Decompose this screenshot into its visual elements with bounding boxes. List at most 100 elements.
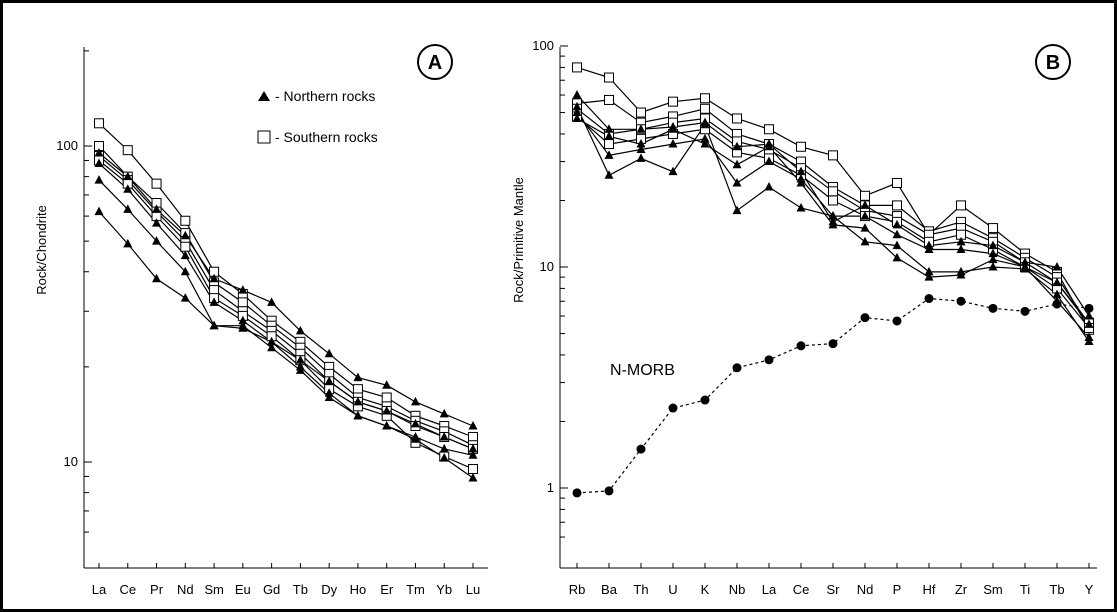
panel-a-triangle-point: [123, 184, 133, 193]
panel-b-x-tick-label: Th: [633, 582, 648, 597]
panel-b-y-tick-label: 10: [540, 259, 554, 274]
panel-a-triangle-point: [94, 158, 104, 168]
panel-a-x-tick-label: Tb: [293, 582, 308, 597]
panel-a-triangle-point: [94, 175, 104, 184]
panel-b-square-point: [828, 195, 838, 206]
panel-a-square-point: [468, 431, 478, 442]
panel-b-triangle-point: [732, 141, 742, 151]
panel-b-y-axis-title: Rock/Primitive Mantle: [511, 177, 526, 303]
panel-a-triangle-point: [123, 171, 133, 181]
panel-b-triangle-point: [700, 133, 710, 143]
panel-b-circle-point: [988, 303, 998, 313]
panel-a-triangle-point: [382, 380, 392, 389]
panel-a-triangle-point: [238, 285, 248, 294]
panel-b-triangle-point: [988, 262, 998, 271]
panel-a-triangle-point: [152, 236, 162, 245]
panel-b-triangle-point: [604, 131, 614, 140]
panel-a-x-tick-label: Ho: [350, 582, 367, 597]
panel-b-series-line-4: [576, 94, 1090, 317]
panel-a-triangle-point: [238, 315, 248, 325]
panel-b-square-point: [732, 113, 742, 124]
panel-b-x-tick-label: Nd: [857, 582, 874, 597]
panel-b-triangle-point: [668, 124, 678, 133]
panel-b-triangle-point: [1084, 319, 1094, 328]
legend-northern-label: - Northern rocks: [275, 88, 375, 104]
panel-b-square-point: [700, 93, 710, 104]
panel-b-circle-point: [700, 395, 710, 405]
panel-a-triangle-point: [209, 297, 219, 306]
panel-a-x-tick-label: La: [92, 582, 107, 597]
panel-a-triangle-point: [123, 204, 133, 213]
panel-a-triangle-point: [238, 323, 248, 332]
panel-a-x-tick-label: Gd: [263, 582, 280, 597]
panel-a-square-point: [352, 384, 363, 395]
panel-b-x-tick-label: Sm: [983, 582, 1003, 597]
panel-b-square-point: [892, 177, 902, 188]
panel-b-series-line-8: [576, 297, 1090, 494]
panel-a-markers: [94, 118, 478, 482]
panel-b-x-tick-label: Ce: [793, 582, 810, 597]
panel-b-x-tick-label: Hf: [923, 582, 936, 597]
panel-a-square-point: [381, 392, 392, 403]
panel-a-y-axis-title: Rock/Chondrite: [34, 205, 49, 295]
panel-a-x-tick-label: Sm: [204, 582, 224, 597]
panel-b-label: B: [1046, 52, 1060, 74]
panel-a-triangle-point: [410, 396, 420, 406]
panel-b-triangle-point: [668, 166, 678, 176]
panel-b-triangle-point: [828, 219, 838, 229]
panel-b-triangle-point: [636, 139, 646, 148]
panel-a-triangle-point: [353, 396, 363, 406]
panel-a-triangle-point: [123, 238, 133, 248]
panel-b-markers: [572, 62, 1094, 498]
panel-b-square-point: [956, 200, 966, 211]
panel-a-triangle-point: [94, 206, 104, 216]
panel-b-triangle-point: [1052, 262, 1062, 271]
panel-a-x-tick-label: Ce: [119, 582, 136, 597]
panel-a-series-line-4: [98, 152, 474, 427]
panel-b-x-tick-label: Rb: [569, 582, 586, 597]
panel-a-x-tick-label: Lu: [466, 582, 480, 597]
panel-a-triangle-point: [324, 348, 334, 358]
panel-b-x-tick-label: K: [701, 582, 710, 597]
panel-a-x-tick-label: Eu: [235, 582, 251, 597]
panel-b-triangle-point: [924, 272, 934, 281]
panel-a-label: A: [428, 52, 442, 74]
panel-b-triangle-point: [956, 244, 966, 254]
panel-b-triangle-point: [956, 270, 966, 279]
panel-a-label-circle: [417, 44, 453, 80]
panel-b-square-point: [636, 107, 646, 118]
panel-a-x-tick-label: Er: [380, 582, 394, 597]
panel-a-triangle-point: [267, 336, 277, 346]
panel-b-triangle-point: [700, 139, 710, 148]
legend-northern-marker: [258, 91, 270, 101]
panel-a-triangle-point: [410, 418, 420, 428]
panel-b-x-tick-label: Ti: [1020, 582, 1030, 597]
panel-b-circle-point: [1052, 299, 1062, 309]
panel-b-square-point: [860, 190, 870, 201]
panel-a-triangle-point: [180, 230, 190, 240]
panel-b-circle-point: [636, 444, 646, 454]
panel-b-triangle-point: [636, 124, 646, 133]
panel-b-x-tick-label: Ba: [601, 582, 618, 597]
panel-b-square-point: [604, 94, 614, 105]
panel-b-triangle-point: [860, 223, 870, 232]
panel-b-triangle-point: [828, 211, 838, 220]
panel-b-x-tick-label: Nb: [729, 582, 746, 597]
panel-b-triangle-point: [892, 219, 902, 229]
panel-a-triangle-point: [439, 443, 449, 453]
panel-b-triangle-point: [860, 236, 870, 246]
panel-b-triangle-point: [700, 119, 710, 129]
panel-b-triangle-point: [572, 101, 582, 111]
panel-b-square-point: [892, 200, 902, 211]
panel-b-triangle-point: [924, 266, 934, 276]
panel-b-triangle-point: [1020, 257, 1030, 266]
panel-b-x-tick-label: Sr: [827, 582, 841, 597]
panel-b-triangle-point: [668, 139, 678, 148]
panel-b-square-point: [796, 141, 806, 152]
n-morb-annotation: N-MORB: [610, 362, 675, 379]
panel-b-square-point: [764, 124, 774, 135]
panel-b-x-tick-label: U: [668, 582, 677, 597]
panel-b-circle-point: [796, 341, 806, 351]
